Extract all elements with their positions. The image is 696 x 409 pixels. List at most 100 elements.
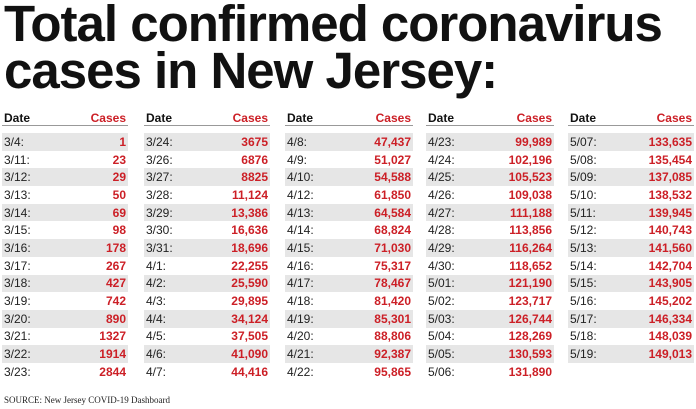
date-cell: 4/26: — [428, 187, 455, 202]
cases-cell: 29,895 — [231, 294, 268, 309]
cases-cell: 25,590 — [231, 276, 268, 291]
table-row: 4/30: 118,652 — [426, 257, 554, 275]
cases-header: Cases — [90, 111, 126, 125]
date-cell: 3/14: — [4, 205, 31, 220]
cases-cell: 50 — [112, 187, 126, 202]
cases-cell: 81,420 — [374, 294, 411, 309]
cases-cell: 140,743 — [648, 223, 692, 238]
date-cell: 5/09: — [570, 170, 597, 185]
table-row: 5/10: 138,532 — [568, 186, 694, 204]
date-cell: 4/29: — [428, 240, 455, 255]
cases-cell: 6876 — [241, 152, 268, 167]
date-cell: 3/24: — [146, 134, 173, 149]
cases-cell: 22,255 — [231, 258, 268, 273]
table-row: 4/26: 109,038 — [426, 186, 554, 204]
cases-cell: 102,196 — [508, 152, 552, 167]
table-row: 5/02: 123,717 — [426, 292, 554, 310]
date-cell: 5/05: — [428, 347, 455, 362]
cases-cell: 131,890 — [508, 364, 552, 379]
date-cell: 3/21: — [4, 329, 31, 344]
table-row: 3/21: 1327 — [2, 328, 128, 346]
table-row: 5/19: 149,013 — [568, 345, 694, 363]
cases-cell: 69 — [112, 205, 126, 220]
cases-cell: 123,717 — [508, 294, 552, 309]
table-row: 4/20: 88,806 — [285, 328, 413, 346]
cases-cell: 149,013 — [648, 347, 692, 362]
cases-cell: 145,202 — [648, 294, 692, 309]
cases-cell: 68,824 — [374, 223, 411, 238]
table-row: 3/31: 18,696 — [144, 239, 270, 257]
date-cell: 3/31: — [146, 240, 173, 255]
table-row: 4/13: 64,584 — [285, 203, 413, 222]
date-header: Date — [287, 111, 314, 125]
table-row: 4/22: 95,865 — [285, 363, 413, 381]
table-row: 3/20: 890 — [2, 309, 128, 328]
cases-cell: 54,588 — [374, 170, 411, 185]
table-row: 5/07: 133,635 — [568, 133, 694, 151]
cases-cell: 113,856 — [509, 223, 552, 238]
table-row: 5/12: 140,743 — [568, 221, 694, 239]
date-cell: 4/9: — [287, 152, 308, 167]
cases-cell: 267 — [105, 258, 126, 273]
cases-cell: 1327 — [99, 329, 126, 344]
table-row: 5/06: 131,890 — [426, 363, 554, 381]
cases-cell: 78,467 — [374, 276, 411, 291]
table-row: 4/23: 99,989 — [426, 133, 554, 151]
date-cell: 5/10: — [570, 187, 597, 202]
date-cell: 3/17: — [4, 258, 31, 273]
column-header: Date Cases — [285, 106, 413, 126]
table-row: 3/4: 1 — [2, 133, 128, 151]
cases-cell: 95,865 — [374, 364, 411, 379]
table-row: 4/25: 105,523 — [426, 168, 554, 187]
table-row: 3/11: 23 — [2, 151, 128, 169]
table-row: 4/1: 22,255 — [144, 257, 270, 275]
cases-cell: 92,387 — [374, 347, 411, 362]
table-row: 4/15: 71,030 — [285, 239, 413, 257]
date-cell: 3/27: — [146, 170, 173, 185]
cases-cell: 44,416 — [231, 364, 268, 379]
date-header: Date — [428, 111, 455, 125]
table-row: 5/05: 130,593 — [426, 345, 554, 363]
date-header: Date — [570, 111, 597, 125]
table-row: 5/09: 137,085 — [568, 168, 694, 187]
table-row: 3/12: 29 — [2, 168, 128, 187]
cases-cell: 47,437 — [374, 134, 411, 149]
date-cell: 5/17: — [570, 311, 597, 326]
date-cell: 4/22: — [287, 364, 314, 379]
table-row: 5/14: 142,704 — [568, 257, 694, 275]
cases-cell: 133,635 — [648, 134, 692, 149]
cases-cell: 29 — [112, 170, 126, 185]
cases-cell: 141,560 — [648, 240, 692, 255]
cases-header: Cases — [375, 111, 411, 125]
column-header: Date Cases — [144, 106, 270, 126]
cases-header: Cases — [656, 111, 692, 125]
date-cell: 4/15: — [287, 240, 314, 255]
page-title: Total confirmed coronavirus cases in New… — [4, 0, 694, 99]
table-column: Date Cases 3/4: 1 3/11: 23 3/12: 29 3/13: 50 3/14:… — [2, 106, 128, 381]
table-row: 5/11: 139,945 — [568, 203, 694, 222]
cases-cell: 88,806 — [374, 329, 411, 344]
table-row: 3/24: 3675 — [144, 133, 270, 151]
cases-cell: 148,039 — [648, 329, 692, 344]
table-row: 4/16: 75,317 — [285, 257, 413, 275]
date-cell: 5/07: — [570, 134, 597, 149]
cases-cell: 116,264 — [509, 240, 552, 255]
table-row: 4/29: 116,264 — [426, 239, 554, 257]
cases-cell: 16,636 — [231, 223, 268, 238]
table-row: 4/7: 44,416 — [144, 363, 270, 381]
date-cell: 4/27: — [428, 205, 455, 220]
title-line-2: cases in New Jersey: — [4, 42, 498, 99]
table-row: 4/2: 25,590 — [144, 274, 270, 293]
source-note: SOURCE: New Jersey COVID-19 Dashboard — [4, 395, 170, 405]
table-row: 3/26: 6876 — [144, 151, 270, 169]
date-cell: 4/19: — [287, 311, 314, 326]
table-row: 3/15: 98 — [2, 221, 128, 239]
table-row: 4/4: 34,124 — [144, 309, 270, 328]
cases-cell: 105,523 — [508, 170, 552, 185]
table-row: 4/14: 68,824 — [285, 221, 413, 239]
cases-cell: 3675 — [241, 134, 268, 149]
table-row: 4/17: 78,467 — [285, 274, 413, 293]
date-header: Date — [146, 111, 173, 125]
table-row: 5/08: 135,454 — [568, 151, 694, 169]
cases-cell: 143,905 — [648, 276, 692, 291]
